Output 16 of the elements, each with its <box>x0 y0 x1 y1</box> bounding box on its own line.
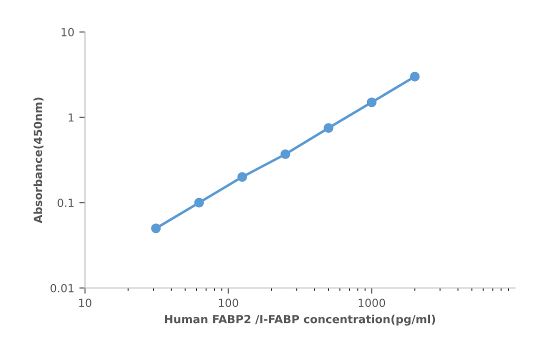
y-tick-label: 0.1 <box>58 198 74 208</box>
x-axis-title: Human FABP2 /I-FABP concentration(pg/ml) <box>165 314 436 326</box>
point <box>324 123 334 133</box>
point <box>410 72 420 82</box>
y-tick-label: 1 <box>68 113 74 122</box>
y-tick-label: 10 <box>62 28 74 36</box>
y-axis-title: Absorbance(450nm) <box>34 98 44 224</box>
point <box>194 198 204 208</box>
x-tick-label: 10 <box>79 298 92 308</box>
x-tick-label: 100 <box>218 298 238 308</box>
point <box>237 172 248 182</box>
point <box>151 223 161 234</box>
point <box>366 97 377 108</box>
point <box>280 149 290 160</box>
y-tick-label: 0.01 <box>50 284 74 292</box>
x-tick-label: 1000 <box>358 298 386 308</box>
